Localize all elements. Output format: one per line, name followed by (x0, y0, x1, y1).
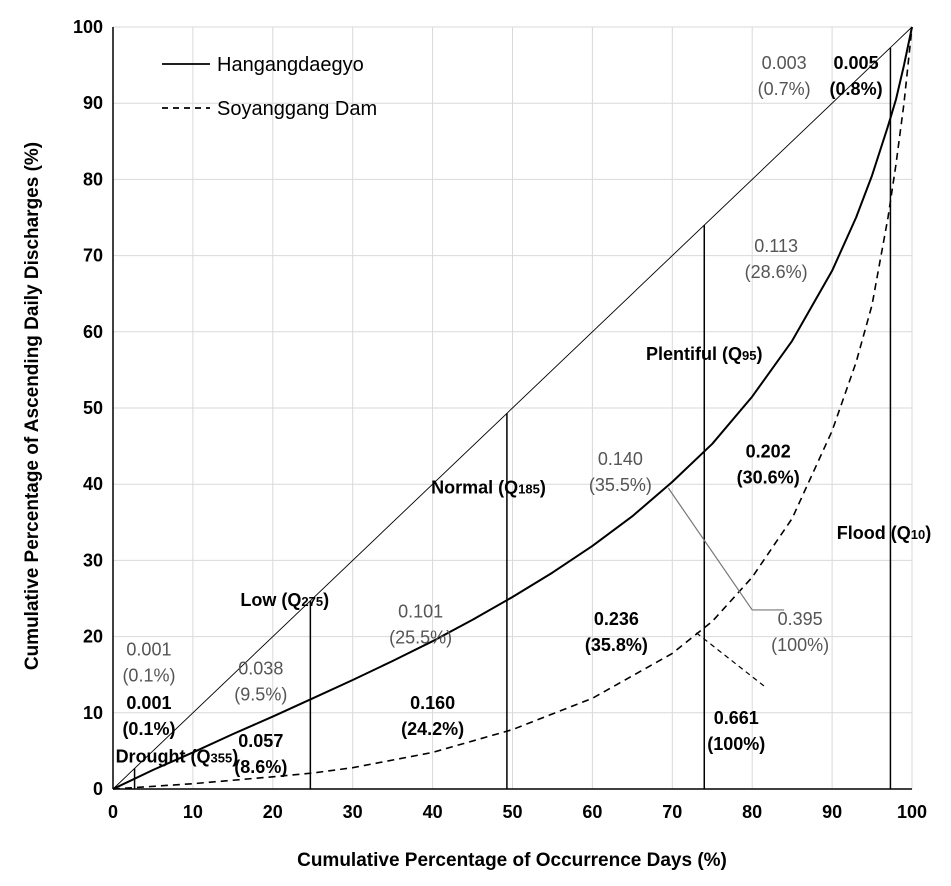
threshold-label-3: Plentiful (Q95) (646, 344, 762, 364)
y-tick-label-6: 60 (83, 322, 103, 342)
x-tick-label-6: 60 (582, 802, 602, 822)
x-tick-label-10: 100 (897, 802, 927, 822)
x-tick-label-0: 0 (108, 802, 118, 822)
annotation-percent-13: (0.8%) (830, 79, 883, 99)
annotation-percent-8: (28.6%) (745, 262, 808, 282)
legend: Hangangdaegyo Soyanggang Dam (162, 54, 377, 120)
x-tick-label-8: 80 (742, 802, 762, 822)
annotation-value-0: 0.001 (126, 640, 171, 660)
annotation-value-13: 0.005 (834, 53, 879, 73)
tick-labels: 0 10 20 30 40 50 60 70 80 90 100 0 10 20 30 40 50 60 70 80 9… (73, 17, 927, 822)
annotation-value-4: 0.101 (398, 602, 443, 622)
leader-line-0 (667, 487, 753, 611)
leader-lines (667, 487, 785, 687)
y-axis-title: Cumulative Percentage of Ascending Daily… (22, 142, 43, 670)
annotation-value-12: 0.003 (762, 53, 807, 73)
y-tick-label-5: 50 (83, 398, 103, 418)
annotation-value-1: 0.001 (126, 693, 171, 713)
annotation-percent-6: (35.8%) (585, 635, 648, 655)
annotation-value-2: 0.038 (238, 659, 283, 679)
series-line-hangangdaegyo (112, 26, 913, 790)
annotation-percent-3: (8.6%) (234, 757, 287, 777)
x-tick-label-7: 70 (662, 802, 682, 822)
x-tick-label-5: 50 (502, 802, 522, 822)
legend-label-1: Soyanggang Dam (217, 98, 377, 120)
annotation-percent-12: (0.7%) (758, 79, 811, 99)
y-tick-label-8: 80 (83, 169, 103, 189)
x-tick-label-4: 40 (423, 802, 443, 822)
annotations: 0.001 (0.1%) 0.001 (0.1%) 0.038 (9.5%) 0.057 (8… (116, 53, 932, 777)
annotation-value-8: 0.113 (754, 236, 798, 256)
x-tick-label-9: 90 (822, 802, 842, 822)
x-axis-title: Cumulative Percentage of Occurrence Days… (297, 850, 727, 871)
annotation-value-3: 0.057 (238, 731, 283, 751)
annotation-percent-0: (0.1%) (122, 666, 175, 686)
annotation-percent-10: (100%) (707, 734, 765, 754)
series-lines (112, 26, 913, 790)
threshold-label-2: Normal (Q185) (431, 477, 546, 497)
y-tick-label-7: 70 (83, 246, 103, 266)
y-tick-label-10: 100 (73, 17, 103, 37)
x-tick-label-2: 20 (263, 802, 283, 822)
y-tick-label-4: 40 (83, 474, 103, 494)
y-tick-label-3: 30 (83, 550, 103, 570)
y-tick-label-0: 0 (93, 779, 103, 799)
annotation-percent-9: (30.6%) (737, 468, 800, 488)
annotation-percent-1: (0.1%) (122, 719, 175, 739)
series-line-soyanggang-dam (112, 26, 913, 790)
annotation-percent-5: (24.2%) (401, 719, 464, 739)
threshold-label-1: Low (Q275) (240, 590, 329, 610)
annotation-value-5: 0.160 (410, 693, 455, 713)
annotation-value-6: 0.236 (594, 609, 639, 629)
equality-line (112, 26, 913, 790)
y-tick-label-1: 10 (83, 703, 103, 723)
annotation-value-9: 0.202 (746, 442, 791, 462)
y-tick-label-2: 20 (83, 627, 103, 647)
annotation-percent-2: (9.5%) (234, 685, 287, 705)
annotation-percent-4: (25.5%) (389, 628, 452, 648)
y-tick-label-9: 90 (83, 93, 103, 113)
x-tick-label-1: 10 (183, 802, 203, 822)
threshold-label-4: Flood (Q10) (837, 523, 931, 543)
axes (112, 27, 912, 790)
annotation-value-10: 0.661 (714, 708, 759, 728)
annotation-value-7: 0.140 (598, 449, 643, 469)
x-tick-label-3: 30 (343, 802, 363, 822)
annotation-percent-11: (100%) (771, 635, 829, 655)
leader-line-2 (695, 632, 765, 687)
threshold-label-0: Drought (Q355) (116, 746, 239, 766)
annotation-value-11: 0.395 (778, 609, 823, 629)
annotation-percent-7: (35.5%) (589, 475, 652, 495)
legend-label-0: Hangangdaegyo (217, 54, 364, 76)
